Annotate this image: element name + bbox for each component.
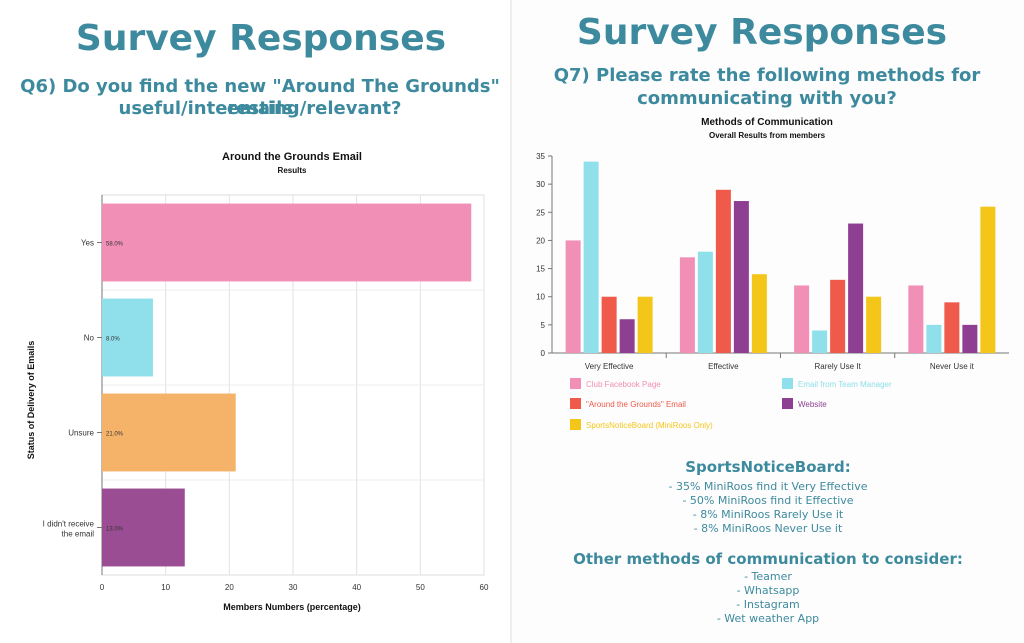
chart1-x-tick-label: 20 xyxy=(225,583,234,592)
chart2-y-tick-label: 15 xyxy=(536,265,545,274)
chart1-x-tick-label: 60 xyxy=(480,583,489,592)
around-the-grounds-chart: Around the Grounds Email Results 58.0% 8.… xyxy=(26,151,489,612)
chart1-bar xyxy=(102,298,153,377)
chart2-bar xyxy=(794,285,810,353)
chart2-legend-label: Email from Team Manager xyxy=(798,380,892,389)
chart2-title: Methods of Communication xyxy=(701,117,833,128)
chart2-bar xyxy=(926,324,942,353)
chart2-bar xyxy=(715,189,731,353)
chart2-y-tick-label: 0 xyxy=(541,349,546,358)
chart2-bar xyxy=(908,285,924,353)
chart2-bar xyxy=(637,296,653,353)
right-question-line1: Q7) Please rate the following methods fo… xyxy=(553,65,981,86)
snb-line: - 8% MiniRoos Never Use it xyxy=(693,522,843,535)
chart2-bar xyxy=(830,279,846,353)
chart2-bar xyxy=(619,319,635,353)
chart2-x-tick-label: Rarely Use It xyxy=(815,362,862,371)
chart2-bar xyxy=(751,274,767,353)
chart2-legend-swatch xyxy=(782,378,793,389)
snb-heading: SportsNoticeBoard: xyxy=(685,458,851,476)
right-slide-title: Survey Responses xyxy=(576,12,948,53)
chart1-data-label: 8.0% xyxy=(106,337,120,343)
chart2-bar xyxy=(962,324,978,353)
chart1-y-tick-label: Unsure xyxy=(68,429,94,438)
snb-line: - 50% MiniRoos find it Effective xyxy=(682,494,854,507)
chart1-bar xyxy=(102,393,236,472)
chart2-bar xyxy=(812,330,828,353)
other-method-item: - Instagram xyxy=(736,598,800,611)
chart1-x-axis-label: Members Numbers (percentage) xyxy=(223,602,361,612)
chart1-bar xyxy=(102,203,472,282)
chart2-y-tick-label: 5 xyxy=(541,321,546,330)
chart2-bar xyxy=(697,251,713,353)
other-method-item: - Whatsapp xyxy=(736,584,800,597)
chart2-bar xyxy=(601,296,617,353)
chart1-x-tick-label: 40 xyxy=(352,583,361,592)
chart2-bar xyxy=(679,257,695,353)
left-slide-title: Survey Responses xyxy=(75,18,447,59)
chart2-legend-label: Website xyxy=(798,400,827,409)
chart1-y-tick-label: Yes xyxy=(81,239,94,248)
chart2-x-tick-label: Very Effective xyxy=(585,362,634,371)
chart2-x-tick-label: Never Use it xyxy=(930,362,975,371)
other-method-item: - Wet weather App xyxy=(716,612,820,625)
chart1-x-tick-label: 10 xyxy=(161,583,170,592)
chart2-legend-label: Club Facebook Page xyxy=(586,380,661,389)
chart2-y-tick-label: 30 xyxy=(536,180,545,189)
chart2-bar xyxy=(944,302,960,353)
snb-line: - 8% MiniRoos Rarely Use it xyxy=(692,508,844,521)
chart2-legend-swatch xyxy=(570,398,581,409)
chart1-x-tick-label: 30 xyxy=(289,583,298,592)
chart1-data-label: 58.0% xyxy=(106,242,124,248)
chart2-legend-swatch xyxy=(782,398,793,409)
chart2-x-tick-label: Effective xyxy=(708,362,739,371)
other-methods-heading: Other methods of communication to consid… xyxy=(573,550,963,568)
right-question-line2: communicating with you? xyxy=(637,88,897,109)
chart1-y-tick-label: I didn't receive the email xyxy=(43,520,95,539)
slide-divider xyxy=(510,0,512,643)
chart2-bar xyxy=(583,161,599,353)
chart2-bar xyxy=(733,201,749,353)
chart2-bar xyxy=(565,240,581,353)
methods-of-communication-chart: Methods of Communication Overall Results… xyxy=(536,117,1009,430)
snb-line: - 35% MiniRoos find it Very Effective xyxy=(668,480,868,493)
chart2-subtitle: Overall Results from members xyxy=(709,131,826,140)
other-method-item: - Teamer xyxy=(744,570,792,583)
chart2-bar xyxy=(866,296,882,353)
chart1-subtitle: Results xyxy=(278,166,307,175)
chart1-data-label: 21.0% xyxy=(106,432,124,438)
left-question-line2: useful/interesting/relevant? xyxy=(118,98,402,119)
chart2-legend-label: SportsNoticeBoard (MiniRoos Only) xyxy=(586,421,713,430)
chart1-y-tick-label: No xyxy=(84,334,95,343)
chart1-x-tick-label: 0 xyxy=(100,583,105,592)
chart2-y-tick-label: 25 xyxy=(536,208,545,217)
chart2-y-tick-label: 35 xyxy=(536,152,545,161)
chart2-legend-label: "Around the Grounds" Email xyxy=(586,400,686,409)
left-question-line1: Q6) Do you find the new "Around The Grou… xyxy=(20,76,500,119)
chart2-legend-swatch xyxy=(570,378,581,389)
chart2-bar xyxy=(848,223,864,353)
chart1-y-axis-label: Status of Delivery of Emails xyxy=(26,341,36,460)
chart1-x-tick-label: 50 xyxy=(416,583,425,592)
chart1-data-label: 13.0% xyxy=(106,527,124,533)
chart2-legend-swatch xyxy=(570,419,581,430)
chart2-bar xyxy=(980,206,996,353)
chart2-y-tick-label: 20 xyxy=(536,236,545,245)
chart1-title: Around the Grounds Email xyxy=(222,151,362,163)
chart1-bar xyxy=(102,488,185,567)
chart2-y-tick-label: 10 xyxy=(536,293,545,302)
